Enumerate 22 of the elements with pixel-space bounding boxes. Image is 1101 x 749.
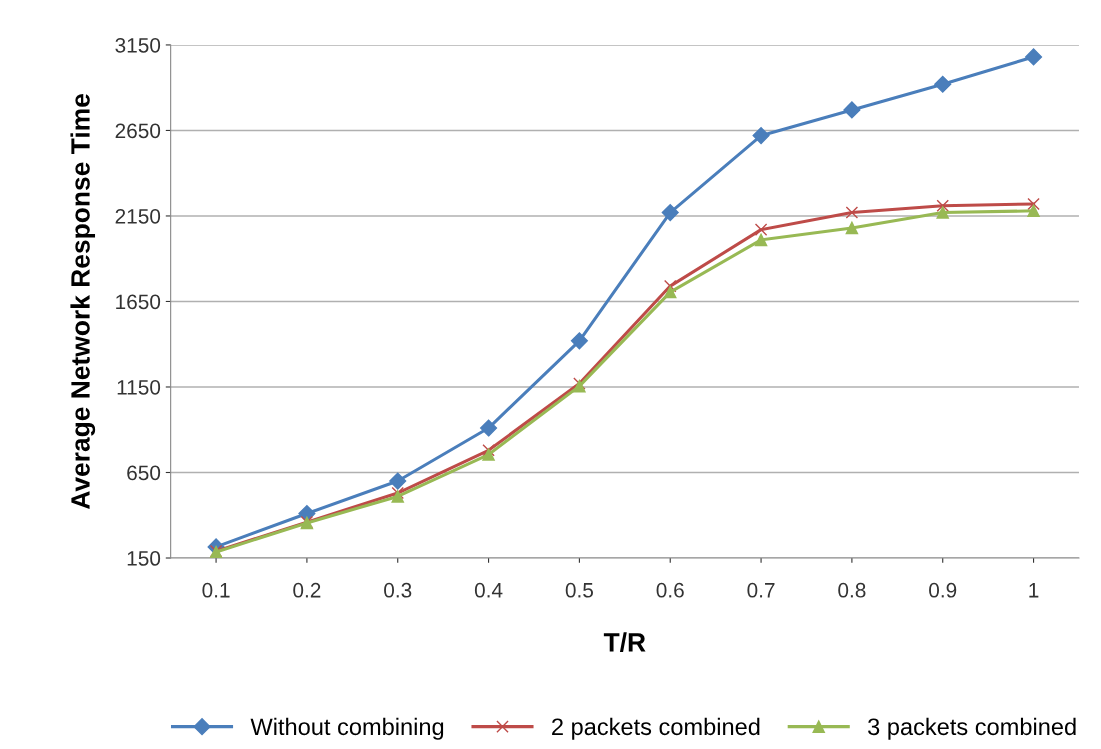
y-tick-label: 1650 — [116, 294, 161, 310]
y-tick-label: 650 — [127, 465, 161, 481]
y-tick-label: 2150 — [115, 208, 161, 224]
legend-label: 2 packets combined — [552, 717, 760, 740]
x-tick-label: 0.6 — [656, 582, 684, 598]
x-tick-label: 1 — [1029, 583, 1039, 598]
x-tick-label: 0.2 — [293, 582, 321, 598]
legend-label: Without combining — [250, 717, 444, 740]
x-axis-title: T/R — [603, 632, 646, 652]
y-tick-label: 1150 — [117, 379, 161, 395]
x-tick-label: 0.7 — [747, 582, 775, 598]
x-tick-label: 0.1 — [202, 582, 230, 598]
legend-label: 3 packets combined — [868, 717, 1076, 740]
x-tick-label: 0.9 — [929, 582, 957, 598]
y-tick-label: 2650 — [115, 123, 161, 139]
x-tick-label: 0.3 — [384, 582, 412, 598]
x-tick-label: 0.5 — [565, 582, 594, 598]
y-axis-title: Average Network Response Time — [70, 94, 96, 510]
x-tick-label: 0.4 — [474, 582, 503, 598]
y-tick-label: 3150 — [115, 37, 161, 53]
y-tick-label: 150 — [127, 551, 161, 566]
x-tick-label: 0.8 — [838, 582, 866, 598]
